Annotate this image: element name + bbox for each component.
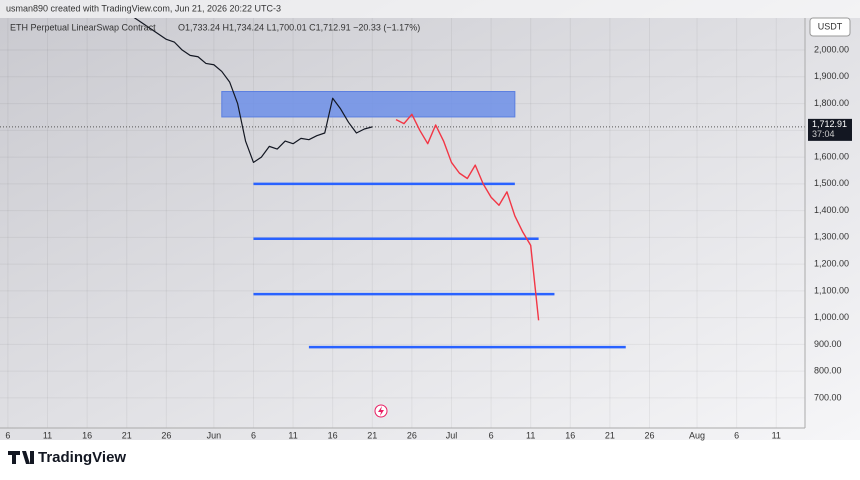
y-tick-label: 2,000.00: [814, 44, 849, 54]
x-tick-label: Aug: [689, 430, 705, 440]
y-tick-label: 1,400.00: [814, 205, 849, 215]
plot: [0, 18, 805, 428]
currency-button[interactable]: [809, 17, 851, 37]
x-tick-label: 11: [43, 430, 52, 440]
x-tick-label: 16: [82, 430, 92, 440]
countdown: 37:04: [812, 129, 835, 139]
x-tick-label: 21: [122, 430, 132, 440]
symbol: ETH Perpetual LinearSwap Contract: [10, 22, 156, 32]
credit: usman890 created with TradingView.com, J…: [6, 3, 281, 13]
x-tick-label: 11: [772, 430, 781, 440]
zone-box: [221, 91, 516, 118]
x-tick-label: 6: [489, 430, 494, 440]
logo: [8, 451, 34, 464]
x-tick-label: 21: [367, 430, 377, 440]
y-tick-label: 700.00: [814, 392, 842, 402]
x-tick-label: Jun: [207, 430, 222, 440]
last-price-tag: [808, 118, 852, 141]
x-tick-label: 16: [565, 430, 575, 440]
ohlc: O1,733.24 H1,734.24 L1,700.01 C1,712.91 …: [178, 22, 420, 32]
y-tick-label: 800.00: [814, 366, 842, 376]
currency[interactable]: USDT: [818, 21, 843, 31]
x-tick-label: 26: [161, 430, 171, 440]
y-tick-label: 1,000.00: [814, 312, 849, 322]
brand: TradingView: [38, 449, 126, 466]
last-price-label: 1,712.91: [812, 119, 847, 129]
y-tick-label: 1,100.00: [814, 285, 849, 295]
x-tick-label: 11: [288, 430, 297, 440]
x-tick-label: 26: [407, 430, 417, 440]
y-tick-label: 1,900.00: [814, 71, 849, 81]
y-tick-label: 1,200.00: [814, 259, 849, 269]
price-line: [133, 18, 373, 164]
event-bolt: [378, 406, 384, 416]
credit-bar: [0, 0, 860, 18]
x-tick-label: 16: [328, 430, 338, 440]
y-tick-label: 1,300.00: [814, 232, 849, 242]
y-tick-label: 1,800.00: [814, 98, 849, 108]
y-tick-label: 900.00: [814, 339, 842, 349]
x-tick-label: 6: [251, 430, 256, 440]
y-tick-label: 1,500.00: [814, 178, 849, 188]
y-tick-label: 1,600.00: [814, 151, 849, 161]
chart-background: [0, 0, 860, 440]
x-tick-label: 6: [5, 430, 10, 440]
x-tick-label: 21: [605, 430, 615, 440]
x-tick-label: Jul: [446, 430, 458, 440]
price-line: [395, 113, 540, 321]
x-tick-label: 11: [526, 430, 535, 440]
x-tick-label: 6: [734, 430, 739, 440]
x-tick-label: 26: [644, 430, 654, 440]
